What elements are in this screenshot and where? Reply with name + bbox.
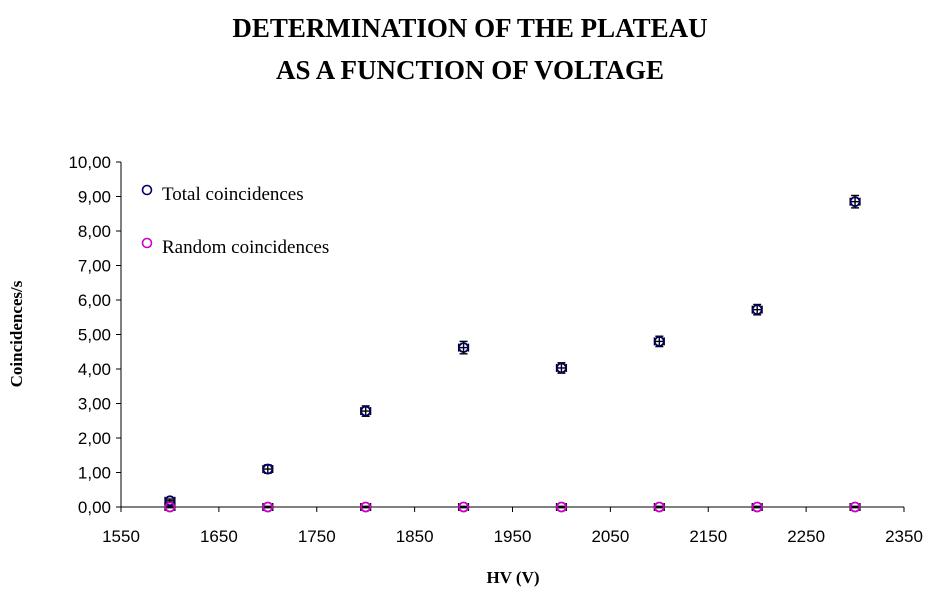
data-point-random	[849, 501, 861, 513]
x-tick-label: 1650	[200, 527, 238, 546]
data-point-total	[751, 303, 763, 316]
x-axis-label: HV (V)	[486, 568, 539, 587]
legend-label-random: Random coincidences	[162, 237, 329, 258]
y-tick-label: 1,00	[78, 464, 111, 483]
legend-label-total: Total coincidences	[162, 184, 304, 205]
x-tick-label: 1750	[298, 527, 336, 546]
data-point-total	[555, 362, 568, 374]
data-point-random	[751, 501, 763, 513]
data-point-marker-total	[164, 495, 176, 507]
y-tick-label: 9,00	[78, 188, 111, 207]
x-tick-label: 1950	[494, 527, 532, 546]
y-tick-label: 2,00	[78, 429, 111, 448]
data-point-random	[262, 501, 274, 513]
chart-title-line-2: AS A FUNCTION OF VOLTAGE	[276, 55, 664, 85]
data-point-random	[555, 501, 568, 513]
data-point-total	[262, 463, 274, 475]
data-marks	[164, 194, 861, 513]
data-point-total	[360, 405, 372, 417]
data-point-marker-total	[360, 405, 372, 417]
data-point-marker-total	[556, 362, 567, 374]
data-point-marker-random	[262, 501, 274, 513]
data-point-marker-random	[164, 501, 176, 513]
data-point-marker-total	[458, 342, 469, 354]
axes: 0,00 1,00 2,00 3,00 4,00 5,00 6,00 7,00 8,00 9,00…	[68, 153, 922, 546]
chart-title-line-1: DETERMINATION OF THE PLATEAU	[232, 13, 707, 43]
y-tick-label: 8,00	[78, 222, 111, 241]
data-point-marker-random	[556, 501, 567, 513]
data-point-random	[360, 501, 372, 513]
data-point-marker-random	[458, 501, 469, 513]
y-tick-label: 10,00	[68, 153, 111, 172]
x-tick-label: 2150	[689, 527, 727, 546]
data-point-marker-total	[653, 335, 665, 347]
legend: Total coincidences Random coincidences	[141, 184, 329, 258]
x-tick-label: 2050	[591, 527, 629, 546]
y-axis-label: Coincidences/s	[7, 280, 26, 387]
y-tick-label: 5,00	[78, 326, 111, 345]
data-point-marker-total	[262, 463, 274, 475]
y-tick-label: 7,00	[78, 257, 111, 276]
data-point-random	[653, 501, 665, 513]
x-tick-label: 1850	[396, 527, 434, 546]
y-tick-label: 3,00	[78, 395, 111, 414]
data-point-random	[457, 501, 470, 513]
y-tick-label: 0,00	[78, 498, 111, 517]
x-tick-label: 2350	[885, 527, 923, 546]
x-tick-label: 1550	[102, 527, 140, 546]
data-point-total	[849, 194, 861, 209]
legend-marker-random	[141, 237, 153, 249]
y-tick-label: 4,00	[78, 360, 111, 379]
data-point-marker-random	[849, 501, 861, 513]
data-point-marker-random	[653, 501, 665, 513]
y-tick-label: 6,00	[78, 291, 111, 310]
x-tick-label: 2250	[787, 527, 825, 546]
legend-marker-total	[141, 184, 153, 196]
data-point-marker-total	[849, 196, 861, 208]
data-point-random	[164, 501, 176, 513]
data-point-marker-total	[751, 304, 763, 316]
data-point-total	[457, 340, 470, 355]
data-point-total	[653, 335, 665, 348]
data-point-marker-random	[360, 501, 372, 513]
data-point-marker-random	[751, 501, 763, 513]
